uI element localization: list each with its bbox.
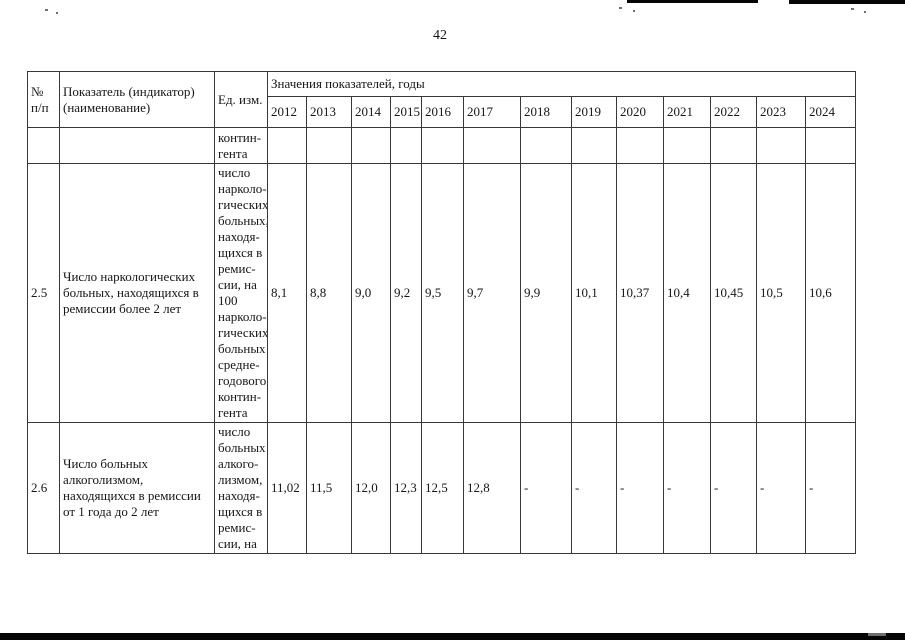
value-cell [267, 127, 307, 164]
value-cell: - [710, 422, 757, 554]
value-cell [756, 127, 806, 164]
value-cell [351, 127, 391, 164]
row-num-cell: 2.6 [27, 422, 60, 554]
value-cell: 9,7 [463, 163, 521, 423]
value-cell [663, 127, 711, 164]
year-header: 2015 [390, 96, 422, 128]
value-cell [616, 127, 664, 164]
unit-cell: число нарколо- гических больных, находя-… [214, 163, 268, 423]
unit-cell: контин- гента [214, 127, 268, 164]
scan-speck [56, 12, 58, 14]
year-header: 2024 [804, 96, 857, 128]
scan-artifact-bottom-band [0, 633, 905, 640]
value-cell: 9,0 [351, 163, 391, 423]
value-cell: 10,45 [710, 163, 757, 423]
table-row-2-6: 2.6 Число больных алкоголизмом, находящи… [27, 422, 857, 554]
col-header-values-group: Значения показателей, годы [266, 71, 857, 97]
col-header-unit: Ед. изм. [214, 71, 268, 128]
value-cell [520, 127, 572, 164]
value-cell: 10,6 [804, 163, 857, 423]
scan-speck [851, 8, 854, 10]
value-cell: 9,2 [390, 163, 422, 423]
year-header: 2016 [421, 96, 464, 128]
value-cell: 11,02 [267, 422, 307, 554]
indicators-table: № п/п Показатель (индикатор) (наименован… [27, 71, 857, 554]
row-num-cell: 2.5 [27, 163, 60, 423]
value-cell: - [804, 422, 857, 554]
value-cell: 10,1 [571, 163, 617, 423]
scan-artifact-bottom-gap [868, 633, 886, 636]
value-cell: 10,4 [663, 163, 711, 423]
col-header-num: № п/п [27, 71, 60, 128]
value-cell: 11,5 [306, 422, 352, 554]
scan-speck [633, 10, 635, 12]
value-cell: - [663, 422, 711, 554]
value-cell: - [756, 422, 806, 554]
value-cell: 10,37 [616, 163, 664, 423]
value-cell: 10,5 [756, 163, 806, 423]
value-cell [390, 127, 422, 164]
scan-artifact-top-bar-2 [789, 0, 905, 4]
value-cell: 9,5 [421, 163, 464, 423]
value-cell: - [571, 422, 617, 554]
col-header-indicator: Показатель (индикатор) (наименование) [59, 71, 215, 128]
scan-speck [619, 7, 622, 9]
value-cell: - [520, 422, 572, 554]
year-header: 2012 [267, 96, 307, 128]
indicator-cell: Число больных алкоголизмом, находящихся … [59, 422, 215, 554]
year-header: 2020 [616, 96, 664, 128]
value-cell: 8,1 [267, 163, 307, 423]
year-header: 2018 [520, 96, 572, 128]
value-cell: 12,5 [421, 422, 464, 554]
value-cell [804, 127, 857, 164]
row-num-cell [27, 127, 60, 164]
value-cell [463, 127, 521, 164]
table-row-continuation: контин- гента [27, 127, 857, 164]
scan-artifact-top-bar-1 [627, 0, 758, 3]
value-cell: 8,8 [306, 163, 352, 423]
value-cell: 12,8 [463, 422, 521, 554]
year-header: 2023 [756, 96, 806, 128]
value-cell [421, 127, 464, 164]
table-row-2-5: 2.5 Число наркологических больных, наход… [27, 163, 857, 423]
value-cell [306, 127, 352, 164]
year-header: 2014 [351, 96, 391, 128]
value-cell: 9,9 [520, 163, 572, 423]
year-header: 2013 [306, 96, 352, 128]
value-cell: 12,3 [390, 422, 422, 554]
scan-speck [45, 9, 48, 11]
value-cell [571, 127, 617, 164]
indicator-cell: Число наркологических больных, находящих… [59, 163, 215, 423]
indicator-cell [59, 127, 215, 164]
value-cell: 12,0 [351, 422, 391, 554]
unit-cell: число больных алкого- лизмом, находя- щи… [214, 422, 268, 554]
scan-speck [864, 11, 866, 13]
year-header: 2017 [463, 96, 521, 128]
page-number: 42 [433, 28, 447, 43]
year-header: 2019 [571, 96, 617, 128]
year-header: 2022 [710, 96, 757, 128]
year-header: 2021 [663, 96, 711, 128]
value-cell [710, 127, 757, 164]
value-cell: - [616, 422, 664, 554]
